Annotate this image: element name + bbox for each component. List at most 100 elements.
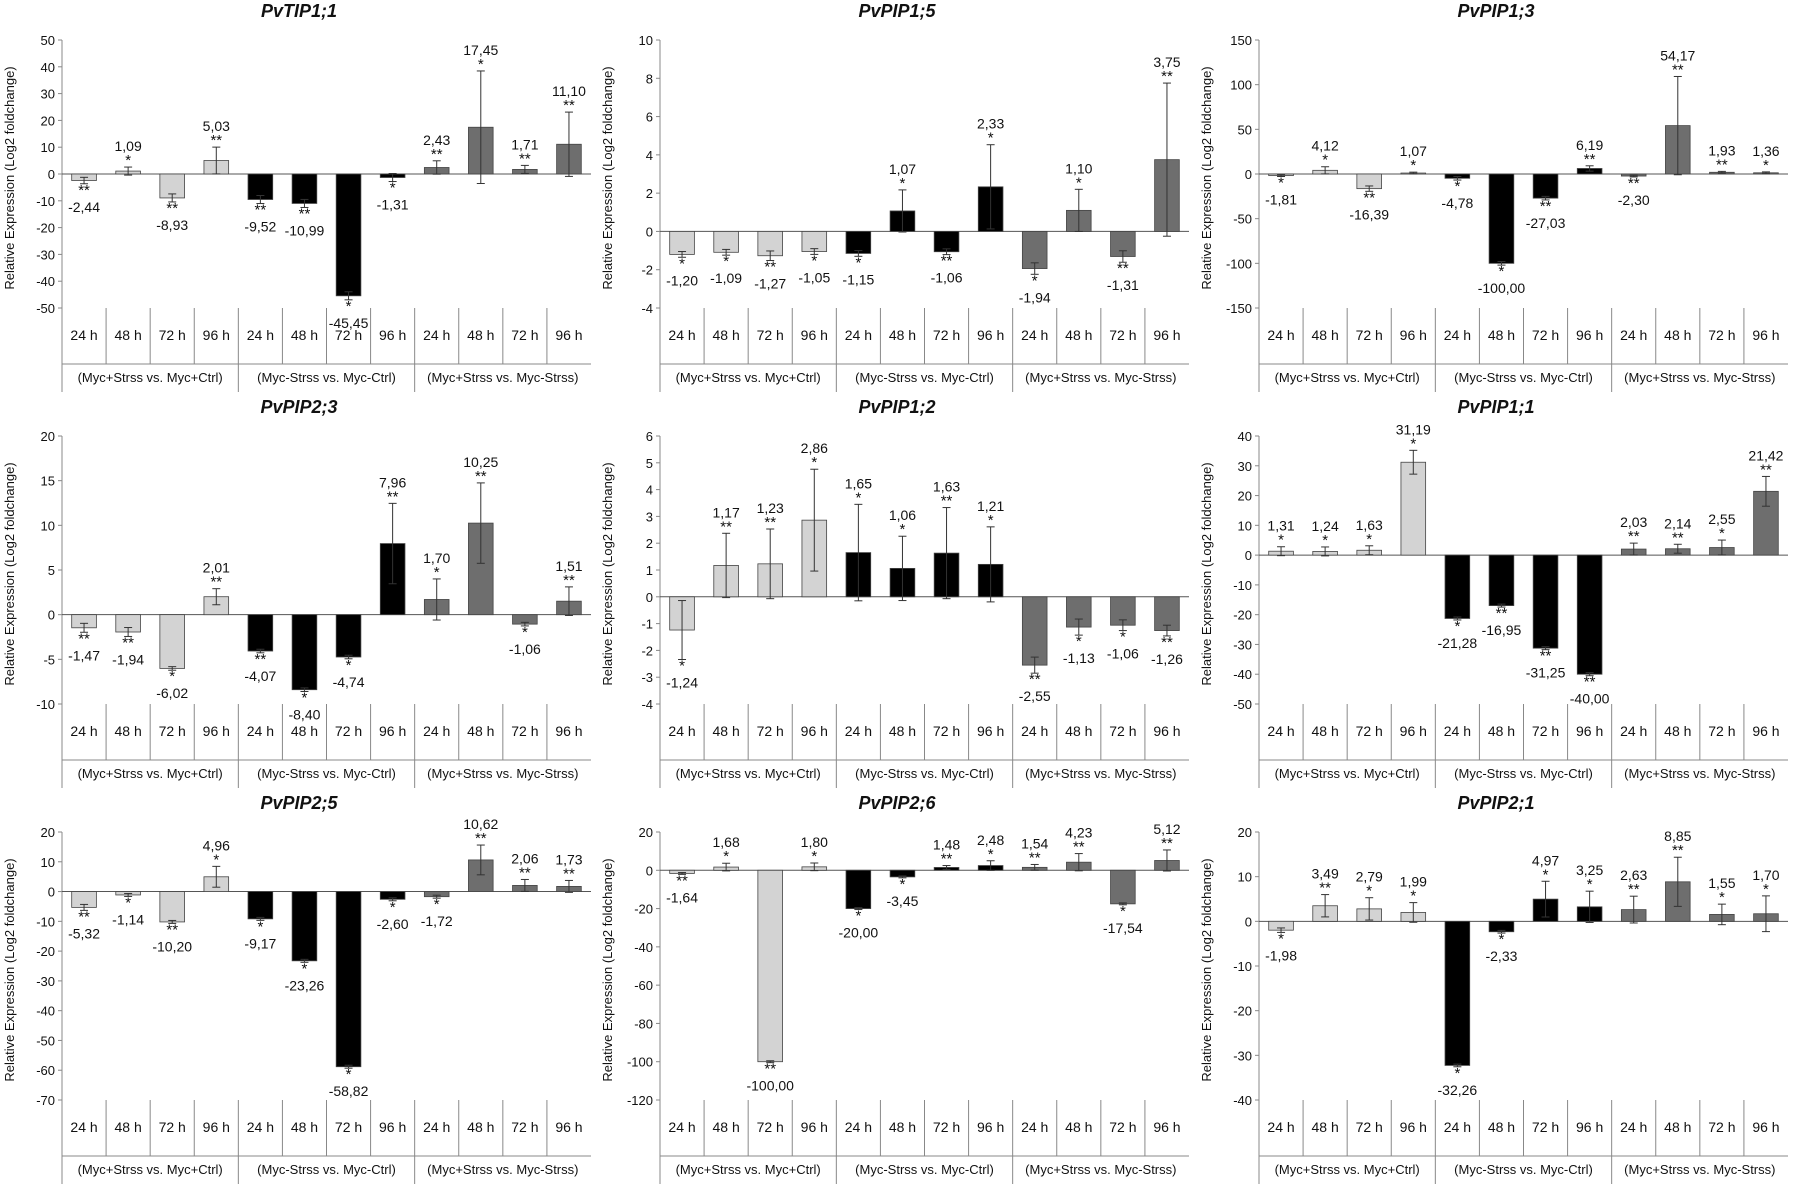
bar [159,891,185,923]
significance-star: ** [1760,461,1772,478]
data-label: -1,64 [666,889,698,905]
y-tick-label: 20 [1238,825,1252,840]
time-label: 24 h [845,327,872,343]
y-tick-label: 20 [639,825,653,840]
y-tick-label: -100 [1226,256,1252,271]
data-label: 1,99 [1400,874,1427,890]
y-tick-label: -30 [36,247,55,262]
time-label: 48 h [1065,723,1092,739]
data-label: -21,28 [1438,635,1478,651]
group-label: (Myc+Strss vs. Myc-Strss) [1025,370,1176,385]
time-label: 72 h [511,723,538,739]
significance-star: ** [1672,842,1684,859]
significance-star: * [1410,157,1416,174]
significance-star: ** [764,259,776,276]
data-label: 1,93 [1708,142,1735,158]
time-label: 72 h [757,327,784,343]
y-tick-label: 6 [646,110,653,125]
data-label: -1,05 [798,269,830,285]
time-label: 48 h [1065,327,1092,343]
data-label: -2,30 [1618,192,1650,208]
time-label: 48 h [1312,327,1339,343]
time-label: 24 h [1444,1119,1471,1135]
time-label: 96 h [977,723,1004,739]
y-tick-label: 20 [41,429,55,444]
significance-star: * [811,848,817,865]
bar [1444,554,1471,619]
time-label: 24 h [668,1119,695,1135]
significance-star: ** [166,921,178,938]
y-tick-label: -10 [1233,578,1252,593]
data-label: 1,54 [1021,835,1048,851]
significance-star: * [1719,889,1725,906]
y-tick-label: -10 [36,194,55,209]
time-label: 48 h [291,327,318,343]
y-tick-label: -20 [1233,1004,1252,1019]
data-label: -9,52 [244,219,276,235]
chart-svg: Relative Expression (Log2 foldchange) -10… [2,429,591,788]
time-label: 72 h [933,1119,960,1135]
y-tick-label: 0 [48,167,55,182]
data-label: 1,65 [845,475,872,491]
time-label: 72 h [1356,327,1383,343]
chart-svg: Relative Expression (Log2 foldchange) -12… [600,821,1189,1184]
significance-star: ** [1672,61,1684,78]
y-tick-label: 10 [639,33,653,48]
data-label: -40,00 [1570,691,1610,707]
y-tick-label: -50 [1233,212,1252,227]
data-label: 11,10 [552,83,586,99]
significance-star: ** [1073,839,1085,856]
time-label: 24 h [1620,723,1647,739]
y-tick-label: 0 [646,224,653,239]
significance-star: ** [720,518,732,535]
chart-svg: Relative Expression (Log2 foldchange)-4-… [600,429,1189,788]
data-label: 2,55 [1708,511,1735,527]
y-tick-label: 150 [1230,33,1252,48]
chart-title: PvPIP2;6 [858,793,936,813]
chart-title: PvPIP1;2 [858,397,936,417]
chart-title: PvPIP1;3 [1457,1,1535,21]
data-label: 4,97 [1532,852,1559,868]
time-label: 48 h [713,1119,740,1135]
bar [1021,596,1048,666]
significance-star: ** [166,200,178,217]
significance-star: ** [1117,260,1129,277]
time-label: 96 h [1400,327,1427,343]
significance-star: ** [941,253,953,270]
y-tick-label: -120 [627,1093,653,1108]
data-label: 2,48 [977,832,1004,848]
y-tick-label: 30 [41,87,55,102]
group-label: (Myc+Strss vs. Myc+Ctrl) [676,766,821,781]
data-label: -1,94 [1019,289,1051,305]
time-label: 48 h [1312,1119,1339,1135]
time-label: 24 h [1444,723,1471,739]
data-label: -1,20 [666,272,698,288]
y-tick-label: -4 [641,301,653,316]
time-label: 72 h [1708,327,1735,343]
significance-star: * [434,564,440,581]
time-label: 96 h [1400,1119,1427,1135]
chart-title: PvPIP1;1 [1457,397,1535,417]
data-label: -100,00 [1478,280,1526,296]
data-label: -58,82 [329,1083,369,1099]
significance-star: * [346,1066,352,1083]
time-label: 72 h [1708,1119,1735,1135]
group-label: (Myc-Strss vs. Myc-Ctrl) [1454,370,1593,385]
time-label: 24 h [668,723,695,739]
y-tick-label: -70 [36,1093,55,1108]
data-label: -16,39 [1349,206,1389,222]
data-label: -1,98 [1265,947,1297,963]
time-label: 48 h [467,327,494,343]
y-tick-label: 30 [1238,459,1252,474]
significance-star: ** [941,851,953,868]
chart-panel: PvPIP2;3 Relative Expression (Log2 foldch… [0,396,598,791]
significance-star: * [257,918,263,935]
significance-star: ** [431,146,443,163]
time-label: 96 h [1752,1119,1779,1135]
group-label: (Myc+Strss vs. Myc-Strss) [427,370,578,385]
time-label: 24 h [668,327,695,343]
significance-star: ** [941,493,953,510]
data-label: -4,78 [1441,195,1473,211]
bar [247,891,274,920]
time-label: 72 h [159,1119,186,1135]
